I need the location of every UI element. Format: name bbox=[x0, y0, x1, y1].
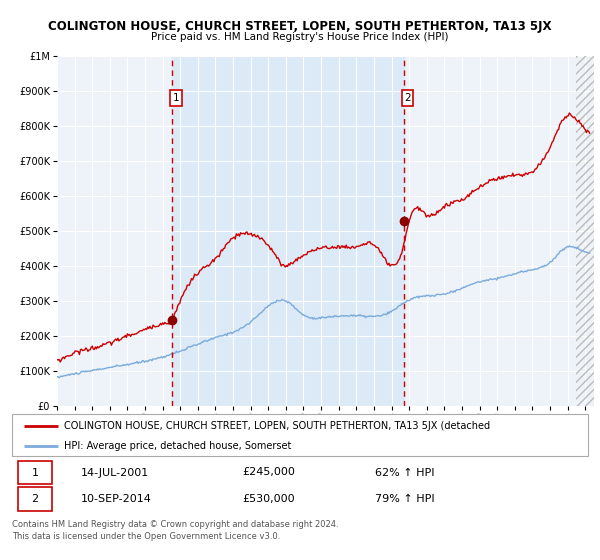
Text: COLINGTON HOUSE, CHURCH STREET, LOPEN, SOUTH PETHERTON, TA13 5JX: COLINGTON HOUSE, CHURCH STREET, LOPEN, S… bbox=[48, 20, 552, 32]
Text: 14-JUL-2001: 14-JUL-2001 bbox=[81, 468, 149, 478]
FancyBboxPatch shape bbox=[18, 461, 52, 484]
Text: £245,000: £245,000 bbox=[242, 468, 295, 478]
FancyBboxPatch shape bbox=[12, 414, 588, 456]
Text: Price paid vs. HM Land Registry's House Price Index (HPI): Price paid vs. HM Land Registry's House … bbox=[151, 32, 449, 43]
Text: 1: 1 bbox=[32, 468, 38, 478]
Text: HPI: Average price, detached house, Somerset: HPI: Average price, detached house, Some… bbox=[64, 441, 291, 451]
Text: 1: 1 bbox=[172, 93, 179, 103]
Text: 62% ↑ HPI: 62% ↑ HPI bbox=[375, 468, 434, 478]
Text: £530,000: £530,000 bbox=[242, 494, 295, 504]
FancyBboxPatch shape bbox=[18, 487, 52, 511]
Text: 79% ↑ HPI: 79% ↑ HPI bbox=[375, 494, 434, 504]
Text: This data is licensed under the Open Government Licence v3.0.: This data is licensed under the Open Gov… bbox=[12, 532, 280, 541]
Text: COLINGTON HOUSE, CHURCH STREET, LOPEN, SOUTH PETHERTON, TA13 5JX (detached: COLINGTON HOUSE, CHURCH STREET, LOPEN, S… bbox=[64, 421, 490, 431]
Text: 2: 2 bbox=[31, 494, 38, 504]
Bar bbox=[172, 56, 404, 406]
Text: 10-SEP-2014: 10-SEP-2014 bbox=[81, 494, 152, 504]
Bar bbox=[577, 56, 600, 406]
Text: 2: 2 bbox=[404, 93, 411, 103]
Text: Contains HM Land Registry data © Crown copyright and database right 2024.: Contains HM Land Registry data © Crown c… bbox=[12, 520, 338, 529]
